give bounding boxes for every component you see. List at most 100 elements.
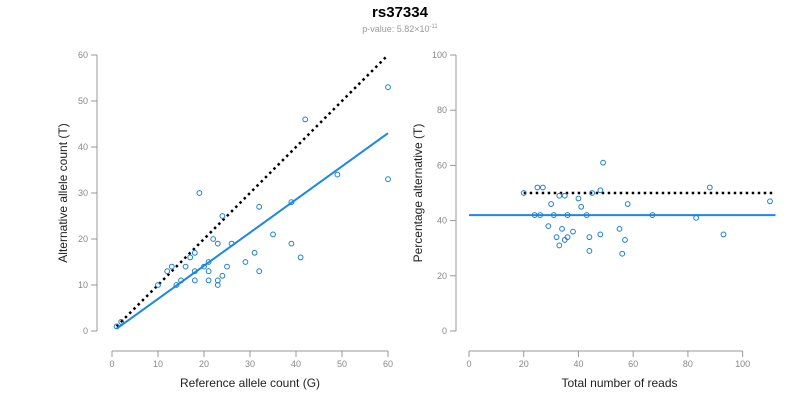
panel1-y-tick-label: 0 — [83, 326, 88, 336]
panel1-x-axis-label: Reference allele count (G) — [180, 376, 320, 390]
panel1-x-tick-label: 40 — [291, 359, 301, 369]
panel2-data-point — [545, 223, 552, 230]
panel2-data-point — [531, 212, 538, 218]
panel2-data-point — [720, 231, 727, 238]
panel1-data-point — [297, 254, 304, 261]
panel2-data-point — [520, 190, 527, 196]
panel2-data-point — [570, 228, 576, 235]
panel1-data-point — [178, 277, 184, 284]
panel1-x-tick-label: 10 — [153, 359, 163, 369]
panel1-x-tick-label: 60 — [383, 359, 393, 369]
panel1-data-point — [219, 272, 226, 279]
panel2-y-tick-label: 0 — [442, 326, 447, 336]
panel1-data-point — [182, 263, 189, 270]
panel2-data-point — [539, 184, 546, 191]
panel2-data-point — [583, 212, 590, 218]
p-value-exponent: -11 — [429, 24, 438, 30]
panel2-data-point — [559, 225, 565, 232]
panel2-data-point — [622, 237, 628, 243]
panel1-data-point — [191, 249, 198, 256]
panel2-x-axis-label: Total number of reads — [561, 376, 677, 390]
panel1-data-point — [214, 277, 221, 284]
panel2-y-tick-label: 40 — [437, 216, 447, 226]
p-value-text: p-value: 5.82×10 — [362, 24, 430, 34]
panel1-y-tick-label: 60 — [78, 50, 88, 60]
panel2-x-tick-label: 60 — [628, 359, 638, 369]
panel1-data-point — [168, 263, 175, 270]
panel1-data-point — [385, 176, 391, 183]
panel2-data-point — [548, 201, 554, 207]
panel1-data-point — [191, 268, 198, 275]
panel1-data-point — [228, 240, 235, 247]
panel1-data-point — [385, 84, 391, 91]
panel1-y-tick-label: 50 — [78, 96, 88, 106]
panel2-data-point — [575, 195, 582, 202]
panel2-y-tick-label: 80 — [437, 105, 447, 115]
panel1-y-tick-label: 20 — [78, 234, 88, 244]
panel2-data-point — [586, 234, 593, 241]
panel2-data-point — [589, 190, 596, 196]
panel2-data-point — [556, 242, 563, 249]
panel1-x-tick-label: 30 — [245, 359, 255, 369]
panel2-data-point — [578, 203, 585, 210]
panel1-y-axis-label: Alternative allele count (T) — [56, 123, 70, 262]
panel1-data-point — [256, 268, 263, 275]
panel1-data-point — [173, 282, 180, 288]
panel1-data-point — [205, 259, 212, 265]
panel1-fit-line — [116, 132, 389, 330]
panel1-y-tick-label: 10 — [78, 280, 88, 290]
panel1-data-point — [210, 236, 217, 242]
panel2-data-point — [649, 212, 656, 218]
panel1-data-point — [288, 199, 295, 206]
panel1-y-tick-label: 40 — [78, 142, 88, 152]
panel1-y-tick-label: 30 — [78, 188, 88, 198]
panel2-x-tick-label: 20 — [519, 359, 529, 369]
panel1-data-point — [242, 259, 249, 265]
panel1-data-point — [187, 254, 194, 261]
panel2-data-point — [693, 214, 700, 221]
panel2-data-point — [556, 192, 563, 199]
panel1-data-point — [288, 240, 295, 247]
panel2-x-tick-label: 40 — [573, 359, 583, 369]
panel1-data-point — [196, 190, 203, 196]
panel1-data-point — [214, 282, 221, 288]
panel1-x-tick-label: 20 — [199, 359, 209, 369]
panel2-data-point — [553, 234, 560, 241]
panel2-data-point — [561, 237, 568, 243]
panel1-reference-line — [115, 54, 389, 328]
panel2-data-point — [597, 231, 604, 238]
panel1-data-point — [164, 268, 171, 275]
chart-title: rs37334 — [372, 4, 428, 21]
panel1-data-point — [214, 240, 221, 247]
panel2-x-tick-label: 100 — [735, 359, 750, 369]
panel1-x-tick-label: 50 — [337, 359, 347, 369]
panel2-x-tick-label: 0 — [466, 359, 471, 369]
panel2-y-tick-label: 100 — [432, 50, 447, 60]
panel2-data-point — [534, 184, 541, 191]
panel2-data-point — [767, 198, 773, 205]
panel1-data-point — [219, 213, 226, 219]
panel1-x-tick-label: 0 — [109, 359, 114, 369]
panel2-y-tick-label: 60 — [437, 160, 447, 170]
panel2-data-point — [624, 201, 631, 207]
panel2-data-point — [564, 212, 571, 218]
panel1-data-point — [205, 268, 212, 275]
panel1-data-point — [270, 231, 276, 238]
panel1-data-point — [251, 249, 258, 256]
panel1-data-point — [302, 116, 309, 123]
panel2-data-point — [600, 159, 606, 166]
panel2-data-point — [619, 250, 626, 257]
panel1-data-point — [113, 323, 120, 330]
panel2-y-tick-label: 20 — [437, 271, 447, 281]
panel1-data-point — [201, 263, 207, 270]
panel2-data-point — [706, 184, 713, 191]
panel1-data-point — [334, 171, 341, 178]
panel2-data-point — [586, 248, 593, 254]
panel2-y-axis-label: Percentage alternative (T) — [411, 124, 425, 263]
panel2-data-point — [537, 212, 544, 218]
panel1-data-point — [224, 263, 230, 270]
panel2-data-point — [550, 212, 557, 218]
panel1-data-point — [205, 277, 212, 284]
